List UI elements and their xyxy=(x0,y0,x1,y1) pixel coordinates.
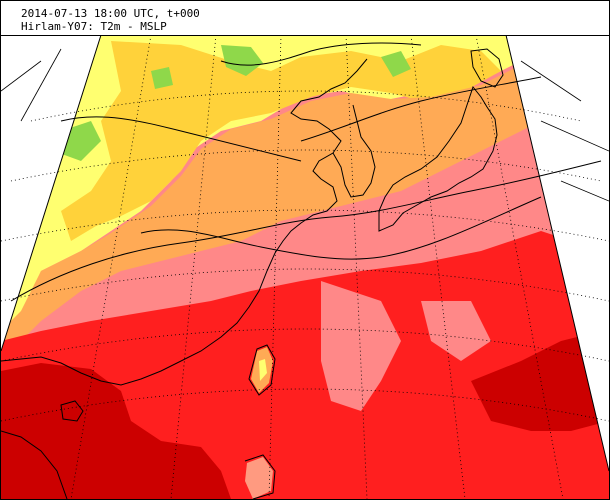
coastline-china xyxy=(1,58,368,386)
isobar-5 xyxy=(220,42,422,66)
gold-patches-north xyxy=(61,41,501,241)
coastline-korea xyxy=(332,104,376,198)
outer-grid-line-1 xyxy=(1,60,42,92)
coastline-hokkaido xyxy=(470,48,504,88)
coastline-philippines xyxy=(244,454,276,499)
orange-band xyxy=(1,65,541,361)
coastlines xyxy=(1,48,504,499)
outer-grid-line-3 xyxy=(520,60,582,102)
longitude-line-1 xyxy=(70,34,152,499)
forecast-time-label: 2014-07-13 18:00 UTC, t+000 xyxy=(21,7,200,20)
red-region-south xyxy=(1,231,609,499)
salmon-island-philippines xyxy=(245,457,273,499)
isobar-1 xyxy=(10,160,602,302)
longitude-line-4 xyxy=(345,34,368,499)
map-header: 2014-07-13 18:00 UTC, t+000 Hirlam-Y07: … xyxy=(1,1,609,36)
outer-grid-line-5 xyxy=(560,180,609,202)
darkred-region-southeast xyxy=(471,331,609,431)
graticule xyxy=(1,34,609,499)
coastline-japan xyxy=(378,85,498,232)
latitude-line-1 xyxy=(30,90,582,122)
isobar-4 xyxy=(300,76,542,142)
darkred-region-southwest xyxy=(1,363,231,499)
yellow-island-taiwan-peak xyxy=(259,359,267,381)
green-patches xyxy=(59,45,411,161)
isobar-2 xyxy=(140,196,542,260)
coastline-hainan xyxy=(60,400,84,422)
model-parameter-label: Hirlam-Y07: T2m - MSLP xyxy=(21,20,167,33)
longitude-line-2 xyxy=(170,34,217,499)
coastline-taiwan xyxy=(248,344,276,396)
outer-grid-line-2 xyxy=(20,48,62,122)
outer-grid-lines xyxy=(1,48,609,202)
pink-tongue-ocean xyxy=(321,281,491,411)
outer-grid-line-4 xyxy=(540,120,609,152)
coastline-vietnam xyxy=(1,430,68,499)
isobar-3 xyxy=(60,116,302,162)
longitude-line-6 xyxy=(475,34,564,499)
domain-boundary xyxy=(1,34,609,472)
longitude-line-3 xyxy=(268,34,282,499)
isobars xyxy=(10,42,602,302)
